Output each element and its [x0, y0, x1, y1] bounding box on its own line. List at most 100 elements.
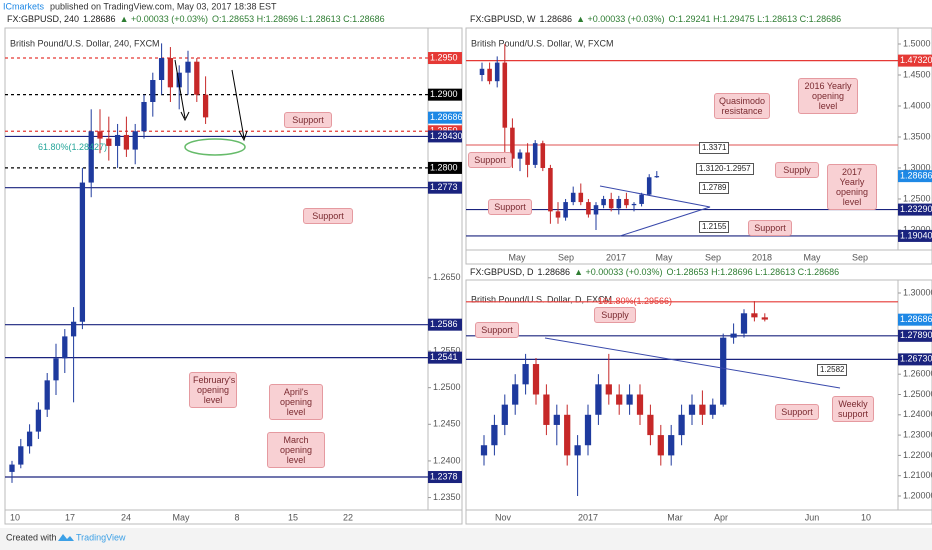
annotation: 2016 Yearly opening level [798, 78, 858, 114]
candle-body [97, 131, 103, 139]
candle-body [141, 101, 147, 132]
price-label: 1.2541 [430, 352, 458, 362]
candle-body [616, 198, 622, 209]
candle-body [564, 414, 571, 456]
price-label: 1.26730 [900, 354, 932, 364]
candle-body [79, 182, 86, 322]
price-label: 1.2773 [430, 182, 458, 192]
candle-body [578, 192, 584, 203]
level-tag: 1.3120-1.2957 [696, 163, 754, 175]
level-tag: 1.2789 [699, 182, 730, 194]
header-ohlc: O:1.28653 H:1.28696 L:1.28613 C:1.28686 [212, 14, 385, 24]
candle-body [761, 317, 768, 320]
y-tick-label: 1.2400 [433, 455, 461, 465]
candle-body [502, 62, 508, 128]
footer-text: Created with [6, 532, 57, 542]
candle-body [608, 198, 614, 209]
footer-bar [0, 528, 932, 550]
zone-ellipse [184, 138, 246, 156]
price-label: 1.2950 [430, 52, 458, 62]
brand: ICmarkets [3, 1, 45, 11]
candle-body [678, 414, 685, 436]
fib-label: 61.80%(1.28427) [38, 142, 108, 152]
x-tick-label: Apr [714, 512, 728, 522]
candle-body [167, 58, 174, 88]
arrow [174, 59, 190, 122]
y-tick-label: 1.2650 [433, 272, 461, 282]
candle-body [491, 424, 498, 446]
price-label-box [898, 353, 932, 366]
price-label-box [898, 329, 932, 342]
candle-body [574, 445, 581, 456]
candle-body [730, 333, 737, 338]
candle-body [584, 414, 592, 446]
price-label-box [428, 318, 462, 331]
candle-body [132, 131, 138, 150]
x-tick-label: 22 [343, 512, 353, 522]
price-label-box [428, 52, 462, 65]
y-tick-label: 1.23000 [903, 429, 932, 439]
x-tick-label: May [803, 252, 821, 262]
candle-body [709, 404, 716, 415]
price-label-box [428, 471, 462, 484]
y-tick-label: 1.2350 [433, 492, 461, 502]
price-label-box [898, 170, 932, 183]
candle-body [106, 138, 112, 146]
candle-body [494, 62, 500, 82]
y-tick-label: 1.24000 [903, 409, 932, 419]
y-tick-label: 1.2550 [433, 345, 461, 355]
x-tick-label: May [508, 252, 526, 262]
x-tick-label: Sep [705, 252, 721, 262]
candle-body [699, 404, 706, 415]
candle-body [9, 464, 15, 472]
y-tick-label: 1.3000 [903, 162, 931, 172]
panel-header: FX:GBPUSD, D 1.28686 ▲ +0.00033 (+0.03%) O:… [470, 267, 839, 277]
candle-body [593, 205, 599, 215]
candle-body [657, 435, 664, 456]
annotation: March opening level [267, 432, 325, 468]
y-tick-label: 1.2000 [903, 224, 931, 234]
annotation: April's opening level [269, 384, 323, 420]
candle-body [654, 176, 660, 178]
y-tick-label: 1.2450 [433, 419, 461, 429]
header-symbol: FX:GBPUSD, 240 [7, 14, 79, 24]
candle-body [480, 445, 488, 456]
price-label: 1.2586 [430, 319, 458, 329]
candle-body [88, 131, 94, 183]
candle-body [114, 134, 121, 146]
price-label: 1.2378 [430, 471, 458, 481]
annotation: Support [748, 220, 792, 236]
candle-body [555, 211, 561, 218]
candle-body [639, 194, 644, 204]
candle-body [626, 394, 633, 405]
level-tag: 1.3371 [699, 142, 730, 154]
price-label: 1.27890 [900, 330, 932, 340]
price-label-box [898, 54, 932, 67]
annotation: Support [284, 112, 332, 128]
candle-body [751, 313, 758, 318]
price-label-box [428, 130, 462, 143]
y-tick-label: 1.30000 [903, 287, 932, 297]
price-label: 1.28686 [430, 112, 463, 122]
candle-body [548, 167, 553, 212]
annotation: Support [475, 322, 519, 338]
candle-body [543, 394, 550, 425]
price-label-box [898, 229, 932, 242]
candle-body [563, 202, 568, 218]
price-label: 1.47320 [900, 55, 932, 65]
price-label-box [898, 313, 932, 326]
x-tick-label: 8 [234, 512, 239, 522]
candle-body [647, 414, 654, 436]
candle-body [479, 68, 485, 75]
candle-body [35, 409, 42, 432]
candle-body [185, 61, 191, 73]
x-tick-label: Sep [558, 252, 574, 262]
annotation: Support [775, 404, 819, 420]
header-symbol: FX:GBPUSD, W [470, 14, 536, 24]
triangle [599, 185, 711, 237]
header-change: ▲ +0.00033 (+0.03%) [574, 267, 662, 277]
panel-title: British Pound/U.S. Dollar, D, FXCM [471, 294, 612, 304]
price-label-box [428, 351, 462, 364]
price-label: 1.28686 [900, 171, 932, 181]
